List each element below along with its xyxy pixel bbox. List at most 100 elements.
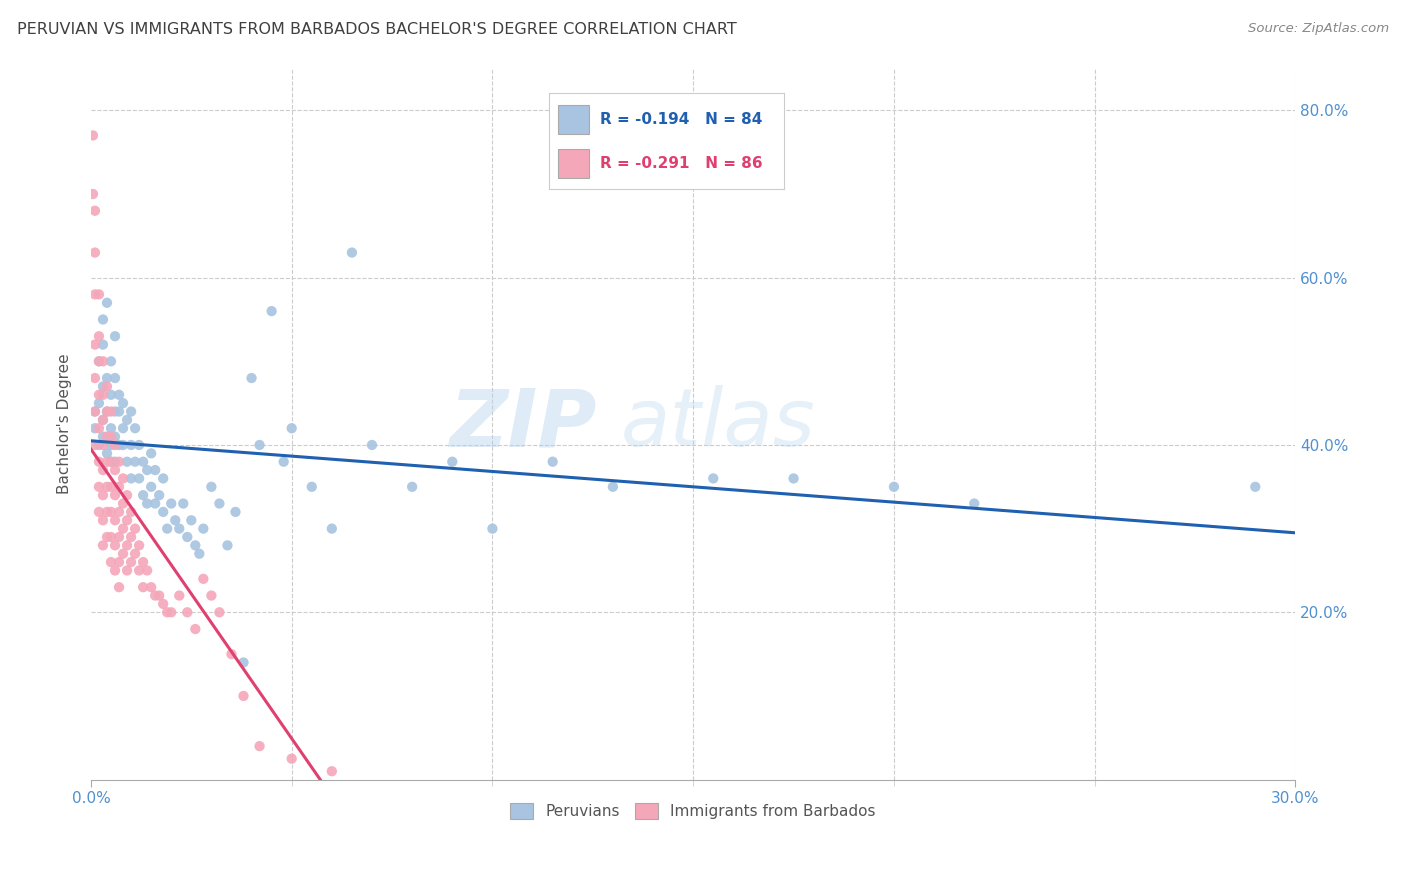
Point: [128, 438, 150, 452]
Point: [249, 739, 271, 753]
Point: [112, 522, 135, 536]
Point: [108, 455, 131, 469]
Point: [96, 446, 118, 460]
Point: [156, 522, 179, 536]
Y-axis label: Bachelor's Degree: Bachelor's Degree: [58, 354, 72, 494]
Point: [165, 513, 187, 527]
Point: [96, 371, 118, 385]
Point: [602, 480, 624, 494]
Point: [91, 312, 114, 326]
Point: [91, 413, 114, 427]
Point: [152, 597, 174, 611]
Point: [141, 580, 163, 594]
Point: [152, 471, 174, 485]
Point: [115, 455, 138, 469]
Point: [120, 404, 142, 418]
Point: [82, 128, 104, 143]
Point: [167, 522, 190, 536]
Point: [124, 547, 146, 561]
Point: [132, 580, 155, 594]
Point: [84, 421, 107, 435]
Point: [91, 379, 114, 393]
Point: [104, 564, 127, 578]
Point: [91, 513, 114, 527]
Point: [160, 605, 183, 619]
Point: [176, 530, 198, 544]
Point: [91, 438, 114, 452]
Point: [96, 455, 118, 469]
Point: [112, 497, 135, 511]
Point: [91, 354, 114, 368]
Text: atlas: atlas: [621, 385, 815, 463]
Point: [141, 480, 163, 494]
Point: [91, 388, 114, 402]
Point: [273, 455, 295, 469]
Point: [217, 538, 239, 552]
Point: [96, 404, 118, 418]
Point: [104, 488, 127, 502]
Point: [100, 530, 122, 544]
Point: [115, 564, 138, 578]
Point: [112, 471, 135, 485]
Point: [115, 538, 138, 552]
Point: [321, 764, 343, 779]
Point: [124, 421, 146, 435]
Point: [280, 752, 302, 766]
Point: [87, 505, 110, 519]
Point: [91, 337, 114, 351]
Point: [104, 329, 127, 343]
Point: [108, 580, 131, 594]
Point: [132, 555, 155, 569]
Point: [108, 388, 131, 402]
Point: [148, 589, 170, 603]
Point: [541, 455, 564, 469]
Point: [96, 379, 118, 393]
Point: [108, 505, 131, 519]
Point: [96, 505, 118, 519]
Point: [124, 455, 146, 469]
Point: [104, 513, 127, 527]
Point: [87, 421, 110, 435]
Point: [84, 203, 107, 218]
Point: [84, 337, 107, 351]
Text: Source: ZipAtlas.com: Source: ZipAtlas.com: [1249, 22, 1389, 36]
Text: ZIP: ZIP: [450, 385, 596, 463]
Point: [172, 497, 194, 511]
Point: [84, 371, 107, 385]
Point: [91, 538, 114, 552]
Point: [120, 555, 142, 569]
Point: [82, 186, 104, 201]
Point: [208, 605, 231, 619]
Point: [188, 547, 211, 561]
Point: [963, 497, 986, 511]
Text: PERUVIAN VS IMMIGRANTS FROM BARBADOS BACHELOR'S DEGREE CORRELATION CHART: PERUVIAN VS IMMIGRANTS FROM BARBADOS BAC…: [17, 22, 737, 37]
Point: [184, 538, 207, 552]
Point: [104, 455, 127, 469]
Point: [481, 522, 503, 536]
Point: [100, 555, 122, 569]
Point: [115, 413, 138, 427]
Point: [87, 287, 110, 301]
Point: [96, 404, 118, 418]
Point: [132, 455, 155, 469]
Point: [108, 404, 131, 418]
Point: [104, 429, 127, 443]
Point: [124, 522, 146, 536]
Point: [401, 480, 423, 494]
Point: [120, 438, 142, 452]
Point: [115, 488, 138, 502]
Point: [240, 371, 263, 385]
Point: [100, 429, 122, 443]
Point: [100, 421, 122, 435]
Point: [108, 480, 131, 494]
Point: [184, 622, 207, 636]
Point: [91, 488, 114, 502]
Point: [1244, 480, 1267, 494]
Point: [112, 396, 135, 410]
Point: [108, 438, 131, 452]
Point: [100, 404, 122, 418]
Point: [100, 455, 122, 469]
Point: [100, 480, 122, 494]
Point: [96, 429, 118, 443]
Point: [100, 438, 122, 452]
